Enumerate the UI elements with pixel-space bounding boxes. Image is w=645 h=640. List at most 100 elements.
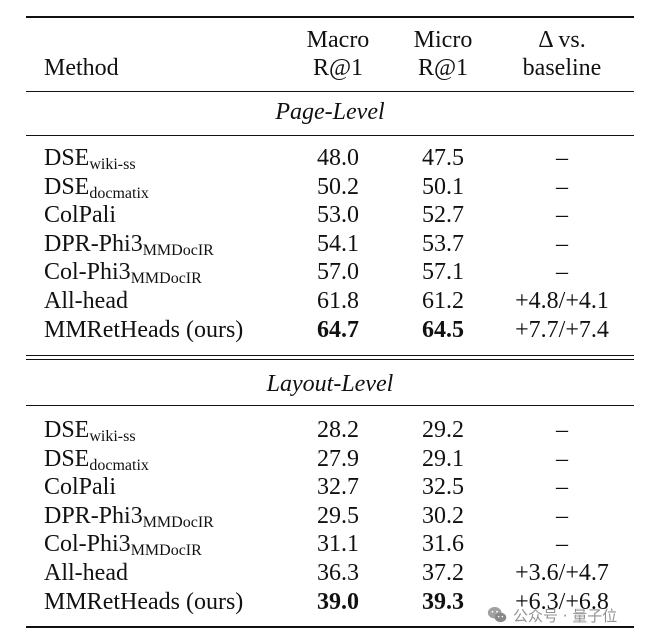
macro-r1-cell: 57.0 — [317, 259, 359, 286]
header-micro-line2: R@1 — [417, 55, 469, 81]
section-rule-layout-level — [26, 405, 634, 406]
delta-cell: – — [556, 531, 568, 558]
table-row: ColPali 32.7 32.5 – — [0, 473, 645, 502]
macro-r1-cell: 36.3 — [317, 560, 359, 586]
micro-r1-cell: 37.2 — [422, 560, 464, 586]
method-subscript: MMDocIR — [142, 513, 214, 531]
micro-r1-cell: 53.7 — [422, 230, 464, 257]
method-cell: DSEdocmatix — [44, 445, 149, 476]
method-subscript: MMDocIR — [142, 241, 214, 259]
delta-cell: – — [556, 259, 568, 286]
bottom-rule — [26, 626, 634, 628]
method-cell: All-head — [44, 287, 128, 315]
micro-r1-cell: 64.5 — [422, 316, 464, 343]
table-row: DPR-Phi3MMDocIR 29.5 30.2 – — [0, 502, 645, 531]
method-subscript: wiki-ss — [89, 428, 136, 445]
double-rule-top — [26, 355, 634, 356]
micro-r1-cell: 29.1 — [422, 445, 464, 472]
method-subscript: MMDocIR — [130, 542, 202, 560]
method-cell: Col-Phi3MMDocIR — [44, 258, 202, 289]
macro-r1-cell: 54.1 — [317, 230, 359, 257]
table-row: DSEwiki-ss 48.0 47.5 – — [0, 144, 645, 173]
method-subscript: docmatix — [89, 456, 149, 474]
table-row: Col-Phi3MMDocIR 31.1 31.6 – — [0, 530, 645, 559]
table-row: DPR-Phi3MMDocIR 54.1 53.7 – — [0, 230, 645, 259]
watermark: 公众号 · 量子位 — [486, 601, 617, 629]
method-name: Col-Phi3 — [44, 531, 131, 558]
delta-cell: +7.7/+7.4 — [515, 316, 609, 343]
top-rule — [26, 16, 634, 18]
section-title-page-level: Page-Level — [275, 99, 385, 125]
double-rule-bottom — [26, 359, 634, 360]
micro-r1-cell: 32.5 — [422, 474, 464, 501]
method-name: DSE — [44, 445, 90, 472]
table-row: MMRetHeads (ours) 39.0 39.3 +6.3/+6.8 — [0, 588, 645, 617]
macro-r1-cell: 31.1 — [317, 531, 359, 558]
micro-r1-cell: 47.5 — [422, 145, 464, 171]
method-name: Col-Phi3 — [44, 259, 131, 286]
method-name: MMRetHeads (ours) — [44, 588, 244, 615]
method-cell: DSEdocmatix — [44, 173, 149, 204]
macro-r1-cell: 27.9 — [317, 445, 359, 472]
micro-r1-cell: 50.1 — [422, 173, 464, 200]
watermark-text: 公众号 · 量子位 — [513, 606, 618, 625]
method-cell: MMRetHeads (ours) — [44, 588, 243, 616]
micro-r1-cell: 31.6 — [422, 531, 464, 558]
macro-r1-cell: 28.2 — [317, 417, 359, 443]
micro-r1-cell: 52.7 — [422, 202, 464, 229]
header-micro: Micro R@1 — [393, 26, 493, 82]
table-row: DSEwiki-ss 28.2 29.2 – — [0, 416, 645, 445]
table-row: ColPali 53.0 52.7 – — [0, 201, 645, 230]
method-name: ColPali — [44, 202, 117, 229]
method-subscript: docmatix — [89, 184, 149, 202]
macro-r1-cell: 61.8 — [317, 288, 359, 314]
header-macro-line2: R@1 — [312, 55, 364, 81]
header-rule — [26, 91, 634, 92]
delta-cell: – — [556, 202, 568, 229]
method-cell: ColPali — [44, 201, 116, 229]
delta-cell: – — [556, 145, 568, 171]
method-cell: ColPali — [44, 473, 116, 501]
method-name: All-head — [44, 288, 128, 314]
header-macro-line1: Macro — [306, 27, 370, 53]
header-method: Method — [44, 55, 119, 81]
method-name: DSE — [44, 145, 90, 171]
method-name: MMRetHeads (ours) — [44, 316, 244, 343]
table-row: MMRetHeads (ours) 64.7 64.5 +7.7/+7.4 — [0, 316, 645, 345]
method-cell: DSEwiki-ss — [44, 144, 136, 175]
method-cell: DPR-Phi3MMDocIR — [44, 502, 214, 533]
micro-r1-cell: 29.2 — [422, 417, 464, 443]
macro-r1-cell: 48.0 — [317, 145, 359, 171]
method-cell: DPR-Phi3MMDocIR — [44, 230, 214, 261]
method-name: DSE — [44, 417, 90, 443]
header-macro: Macro R@1 — [288, 26, 388, 82]
method-name: DSE — [44, 173, 90, 200]
micro-r1-cell: 57.1 — [422, 259, 464, 286]
method-cell: Col-Phi3MMDocIR — [44, 530, 202, 561]
delta-cell: – — [556, 474, 568, 501]
micro-r1-cell: 30.2 — [422, 502, 464, 529]
header-delta-line2: baseline — [522, 55, 602, 81]
delta-cell: – — [556, 445, 568, 472]
table-row: DSEdocmatix 27.9 29.1 – — [0, 445, 645, 474]
macro-r1-cell: 50.2 — [317, 173, 359, 200]
section-rule-page-level — [26, 135, 634, 136]
delta-cell: +4.8/+4.1 — [515, 288, 609, 314]
method-cell: All-head — [44, 559, 128, 587]
header-delta: Δ vs. baseline — [502, 26, 622, 82]
table-row: Col-Phi3MMDocIR 57.0 57.1 – — [0, 258, 645, 287]
table-row: DSEdocmatix 50.2 50.1 – — [0, 173, 645, 202]
micro-r1-cell: 61.2 — [422, 288, 464, 314]
header-micro-line1: Micro — [413, 27, 473, 53]
macro-r1-cell: 64.7 — [317, 316, 359, 343]
method-cell: MMRetHeads (ours) — [44, 316, 243, 344]
method-cell: DSEwiki-ss — [44, 416, 136, 447]
macro-r1-cell: 29.5 — [317, 502, 359, 529]
header-delta-line1: Δ vs. — [538, 27, 586, 53]
delta-cell: – — [556, 230, 568, 257]
delta-cell: +3.6/+4.7 — [515, 560, 609, 586]
section-title-layout-level: Layout-Level — [266, 371, 394, 397]
table-row: All-head 61.8 61.2 +4.8/+4.1 — [0, 287, 645, 316]
delta-cell: – — [556, 173, 568, 200]
method-name: All-head — [44, 560, 128, 586]
